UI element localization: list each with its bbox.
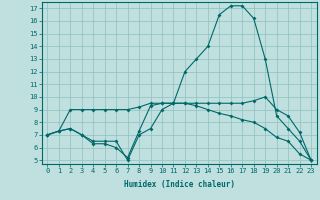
X-axis label: Humidex (Indice chaleur): Humidex (Indice chaleur) xyxy=(124,180,235,189)
